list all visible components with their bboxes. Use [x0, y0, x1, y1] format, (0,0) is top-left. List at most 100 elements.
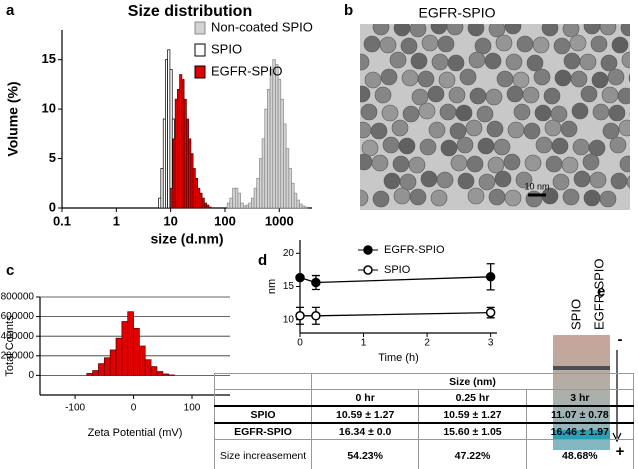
histogram-bar — [248, 202, 252, 209]
particle — [370, 122, 388, 140]
x-tick-label: 2 — [424, 338, 430, 349]
particle — [544, 119, 562, 137]
table-cell: 47.22% — [418, 439, 527, 469]
particle — [607, 68, 625, 86]
particle — [515, 171, 533, 189]
particle — [364, 71, 382, 89]
particle — [541, 24, 559, 37]
y-tick-label: 10 — [42, 101, 56, 116]
particle — [620, 24, 630, 37]
histogram-bar — [208, 206, 212, 209]
particle — [448, 86, 466, 104]
histogram-bar — [283, 123, 287, 209]
particle — [600, 54, 618, 72]
y-tick-label: 0 — [49, 199, 56, 214]
legend-label: Non-coated SPIO — [211, 19, 313, 34]
particle — [392, 155, 410, 173]
x-tick-label: 1 — [113, 213, 120, 228]
particle — [553, 37, 571, 55]
particle — [450, 154, 468, 172]
particle — [512, 71, 530, 89]
particle — [469, 87, 487, 105]
particle — [374, 86, 392, 104]
histogram-bar — [272, 59, 276, 209]
x-tick-label: 1 — [361, 338, 367, 349]
histogram-bar — [226, 202, 231, 209]
legend-swatch — [194, 43, 206, 57]
particle — [474, 37, 492, 55]
particle — [569, 34, 587, 52]
particle — [608, 104, 626, 122]
y-tick-label: 5 — [49, 150, 56, 165]
micrograph-title: EGFR-SPIO — [418, 5, 495, 21]
particle — [552, 173, 570, 191]
particle — [411, 88, 429, 106]
particle — [431, 53, 449, 71]
particle — [485, 88, 503, 106]
particle — [486, 120, 504, 138]
x-tick-label: -100 — [65, 403, 85, 414]
histogram-bar — [243, 205, 247, 209]
y-axis-label: Total Counts — [4, 315, 16, 377]
particle — [468, 51, 486, 69]
particle — [478, 173, 496, 191]
particle — [599, 24, 617, 36]
particle — [562, 24, 580, 38]
table-cell — [214, 389, 312, 407]
particle — [389, 51, 407, 69]
particle — [477, 137, 495, 155]
particle — [579, 53, 597, 71]
histogram-bar — [139, 345, 146, 376]
particle — [617, 87, 630, 105]
particle — [504, 24, 522, 35]
histogram-bar — [103, 357, 111, 376]
particle — [402, 105, 420, 123]
point — [311, 311, 321, 321]
table-row: Size (nm) — [214, 373, 634, 390]
particle — [496, 70, 514, 88]
particle — [449, 122, 467, 140]
particle — [493, 138, 511, 156]
particle — [487, 156, 505, 174]
particle — [465, 119, 483, 137]
particle — [588, 139, 606, 157]
histogram-bar — [156, 371, 164, 376]
particle — [599, 190, 617, 208]
particle — [513, 103, 531, 121]
y-axis-label: nm — [266, 279, 278, 294]
series-line — [300, 311, 491, 317]
particle — [360, 85, 371, 103]
table-cell: 48.68% — [525, 439, 635, 469]
histogram-bar — [150, 366, 158, 376]
particle — [626, 175, 630, 189]
particle — [618, 119, 630, 137]
particle — [360, 189, 369, 207]
gel-band — [553, 366, 610, 370]
chart: 0 200000 400000 600000 800000 -100 0 100 Zeta Po… — [1, 292, 230, 439]
particle — [582, 153, 600, 171]
particle — [466, 155, 484, 173]
histogram-bar — [237, 192, 241, 209]
particle — [399, 173, 417, 191]
particle — [437, 35, 455, 53]
particle — [573, 170, 591, 188]
panel-label: b — [344, 2, 353, 19]
table-cell: 16.34 ± 0.0 — [310, 422, 420, 440]
particle — [629, 111, 630, 117]
x-axis-label: size (d.nm) — [150, 231, 223, 247]
particle — [526, 54, 544, 72]
particle — [590, 35, 608, 53]
histogram-bar — [280, 98, 284, 209]
x-tick-label: 1000 — [265, 213, 294, 228]
table-column: 0 hr — [310, 389, 420, 407]
particle — [543, 87, 561, 105]
y-tick-label: 200000 — [1, 350, 35, 361]
table-row: Size increasement 54.23% 47.22% 48.68% — [214, 439, 635, 469]
particle — [525, 190, 543, 208]
histogram-bar — [127, 311, 134, 376]
table-cell: 15.60 ± 1.05 — [418, 422, 527, 440]
histogram-bar — [109, 349, 117, 376]
point — [295, 311, 305, 321]
point — [485, 272, 496, 282]
histogram-bar — [288, 168, 292, 209]
